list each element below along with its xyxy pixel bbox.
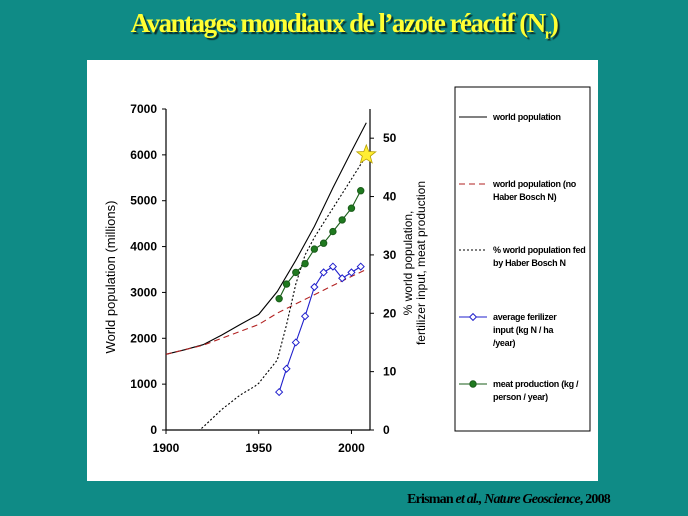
series-3 (275, 262, 365, 397)
data-point (275, 387, 284, 397)
x-tick-label: 1950 (245, 441, 272, 455)
x-tick-label: 1900 (153, 441, 180, 455)
series-line (165, 122, 367, 355)
population-chart: 0 1000 2000 3000 4000 5000 6000 7000 0 10 20 30 40 50… (103, 86, 591, 455)
y2-tick-label: 50 (383, 131, 397, 145)
legend-item: world population (no Haber Bosch N) (459, 179, 577, 202)
y-tick-label: 2000 (130, 331, 157, 345)
legend-box (454, 86, 591, 432)
legend-item: world population (459, 112, 561, 122)
series-line (278, 265, 361, 393)
data-point (338, 216, 346, 224)
y2-tick-label: 10 (383, 365, 397, 379)
data-point (356, 262, 365, 271)
y2-axis-title-line1: % world population, (401, 211, 415, 316)
series-line (165, 269, 367, 355)
series-line (166, 155, 367, 431)
legend-label: % world population fed by Haber Bosch N (493, 245, 585, 268)
series-2 (166, 155, 367, 431)
y2-tick-label: 0 (383, 423, 390, 437)
y-tick-label: 7000 (130, 102, 157, 116)
data-point (328, 262, 338, 271)
y-tick-label: 6000 (130, 148, 157, 162)
y-tick-label: 3000 (130, 285, 157, 299)
y-axis-title: World population (millions) (103, 201, 118, 354)
chart-axes: 0 1000 2000 3000 4000 5000 6000 7000 0 10 20 30 40 50… (130, 102, 396, 455)
series-1 (165, 269, 367, 355)
data-point (338, 274, 347, 283)
series-line (278, 190, 362, 299)
annotation-layer (355, 143, 377, 164)
data-point (329, 227, 337, 236)
data-point (282, 280, 291, 288)
data-point (291, 338, 300, 347)
y2-tick-label: 20 (383, 306, 397, 320)
data-point (292, 268, 300, 277)
legend-label: average ferilizer input (kg N / ha/year) (493, 312, 557, 348)
y2-tick-label: 40 (383, 190, 397, 204)
legend-item: % world population fed by Haber Bosch N (459, 245, 586, 268)
y2-tick-label: 30 (383, 248, 397, 262)
y2-axis-title-line2: fertilizer input, meat production (414, 181, 428, 345)
data-point (319, 268, 328, 277)
y-tick-label: 1000 (130, 377, 157, 391)
legend-label: world population (492, 112, 561, 122)
data-point (300, 312, 310, 321)
y-tick-label: 0 (150, 423, 157, 437)
y-tick-label: 4000 (130, 240, 157, 254)
chart-panel: 0 1000 2000 3000 4000 5000 6000 7000 0 10 20 30 40 50… (87, 60, 598, 481)
series-0 (165, 122, 367, 355)
citation: Erisman et al., Nature Geoscience, 2008 (407, 492, 611, 507)
chart-legend: world population world population (no Habe… (454, 86, 591, 432)
legend-item: meat production (kg / person / year) (459, 379, 579, 402)
legend-label: meat production (kg / person / year) (493, 379, 579, 402)
data-point (310, 282, 319, 292)
data-point (347, 268, 356, 277)
star-icon (355, 143, 377, 164)
data-point (347, 204, 356, 212)
data-point (275, 294, 283, 303)
slide-title: Avantages mondiaux de l’azote réactif (N… (130, 8, 559, 43)
legend-label: world population (no Haber Bosch N) (492, 179, 577, 202)
legend-marker (469, 380, 477, 388)
y-tick-label: 5000 (130, 194, 157, 208)
x-tick-label: 2000 (338, 441, 365, 455)
series-4 (275, 187, 365, 303)
data-point (282, 364, 291, 373)
data-point (319, 239, 328, 247)
data-point (357, 187, 365, 195)
data-point (310, 245, 319, 253)
legend-item: average ferilizer input (kg N / ha/year) (459, 312, 558, 348)
legend-marker (468, 312, 478, 322)
data-point (301, 259, 309, 268)
series-layer (165, 122, 367, 431)
